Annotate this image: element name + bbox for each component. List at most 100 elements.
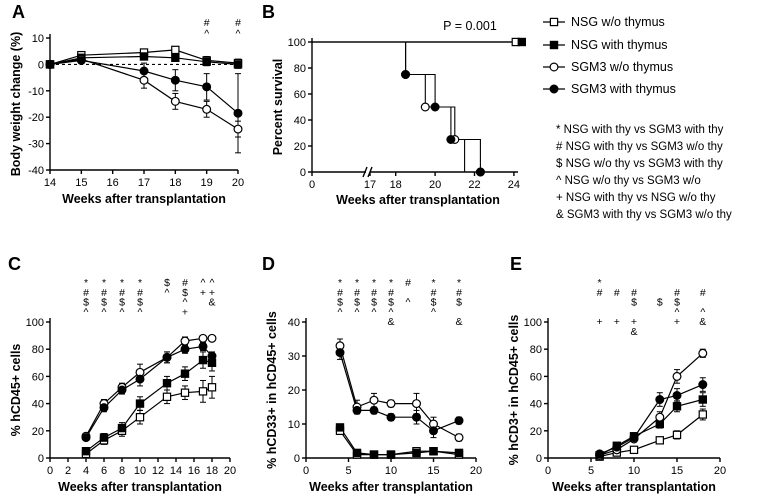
circle-filled-marker [412,412,421,422]
circle-filled-marker [612,442,622,452]
significance-marker: # [456,287,462,299]
y-tick-label: 20 [294,141,306,153]
x-tick-label: 15 [427,465,439,477]
significance-marker: ^ [675,306,680,318]
key-line: & SGM3 with thy vs SGM3 w/o thy [556,209,732,221]
significance-marker: ^ [338,306,343,318]
x-tick-label: 0 [47,465,53,477]
x-axis-label: Weeks after transplantation [62,192,226,206]
significance-marker: $ [371,297,377,309]
series-line [599,352,704,456]
significance-marker: + [200,287,206,299]
significance-marker: ^ [406,297,411,309]
panel-label-d: D [262,254,275,274]
significance-marker: * [355,277,359,289]
survival-curve [312,41,481,173]
significance-marker: # [674,287,680,299]
circle-open-marker [420,102,430,112]
circle-open-marker [207,333,217,343]
y-axis-label: % hCD3+ in hCD45+ cells [507,315,521,466]
y-tick-label: 0 [536,453,542,465]
y-tick-label: 30 [288,351,300,363]
circle-open-marker [698,348,708,358]
significance-marker: ^ [700,306,705,318]
circle-filled-marker [135,374,145,384]
y-tick-label: 40 [294,115,306,127]
y-tick-label: -10 [28,86,44,98]
y-axis-label: Percent survival [271,59,285,156]
significance-marker: # [337,287,343,299]
significance-marker: ^ [102,306,107,318]
legend-label: NSG w/o thymus [571,15,665,29]
x-tick-label: 20 [232,177,244,189]
circle-filled-marker [430,102,440,112]
y-tick-label: 10 [32,33,44,45]
significance-marker: ^ [389,306,394,318]
circle-open-marker [233,124,243,134]
x-tick-label: 24 [508,179,520,191]
significance-marker: * [84,277,88,289]
legend-item: NSG with thymus [543,38,668,52]
x-tick-label: 18 [169,177,181,189]
y-axis-label: % hCD33+ in hCD45+ cells [265,311,279,469]
significance-marker: * [457,277,461,289]
significance-marker: $ [101,297,107,309]
circle-filled-marker [233,108,243,118]
circle-filled-marker [352,405,362,415]
y-tick-label: 40 [288,317,300,329]
panel-label-c: C [8,254,21,274]
x-tick-label: 22 [468,179,480,191]
significance-marker: & [630,326,637,338]
circle-open-marker [369,395,379,405]
x-tick-label: 14 [44,177,56,189]
significance-marker: ^ [236,28,241,40]
significance-marker: $ [83,297,89,309]
significance-marker: * [431,277,435,289]
circle-open-marker [139,75,149,85]
axis-break [362,166,368,178]
y-tick-label: 100 [26,317,44,329]
significance-marker: ^ [204,28,209,40]
chart-panel-b: 0 20 40 60 80 100 0 17 18 20 22 24 Weeks after trans… [271,19,527,207]
circle-filled-marker [629,433,639,443]
legend-item: SGM3 w/o thymus [543,60,673,74]
key-line: # NSG with thy vs SGM3 w/o thy [556,141,723,153]
circle-filled-marker [198,341,208,351]
y-tick-label: 10 [288,419,300,431]
significance-marker: $ [431,297,437,309]
square-filled-marker [386,450,396,459]
circle-filled-marker [81,433,91,443]
panel-label-b: B [262,2,275,22]
circle-open-marker [170,96,180,106]
x-tick-label: 6 [101,465,107,477]
significance-marker: ^ [138,306,143,318]
square-filled-marker [672,402,682,411]
square-filled-marker [117,423,127,433]
x-axis-label: Weeks after transplantation [58,480,222,494]
significance-marker: * [389,277,393,289]
significance-marker: $ [631,297,637,309]
square-filled-marker [412,448,421,458]
circle-filled-marker [335,348,345,358]
circle-open-icon [549,62,559,72]
square-filled-marker [517,37,527,47]
x-tick-label: 0 [545,465,551,477]
significance-marker: & [208,297,215,309]
square-filled-marker [198,355,208,365]
x-tick-label: 10 [628,465,640,477]
significance-marker: * [120,277,124,289]
significance-marker: # [204,17,210,29]
x-tick-label: 0 [303,465,309,477]
significance-marker: & [387,316,394,328]
square-filled-marker [162,379,172,388]
circle-open-marker [180,336,190,346]
significance-marker: * [102,277,106,289]
series-line [49,55,239,65]
x-tick-label: 16 [188,465,200,477]
significance-marker: # [614,287,620,299]
square-filled-marker [352,448,362,458]
square-open-marker [655,436,664,445]
x-axis-label: Weeks after transplantation [552,480,716,494]
